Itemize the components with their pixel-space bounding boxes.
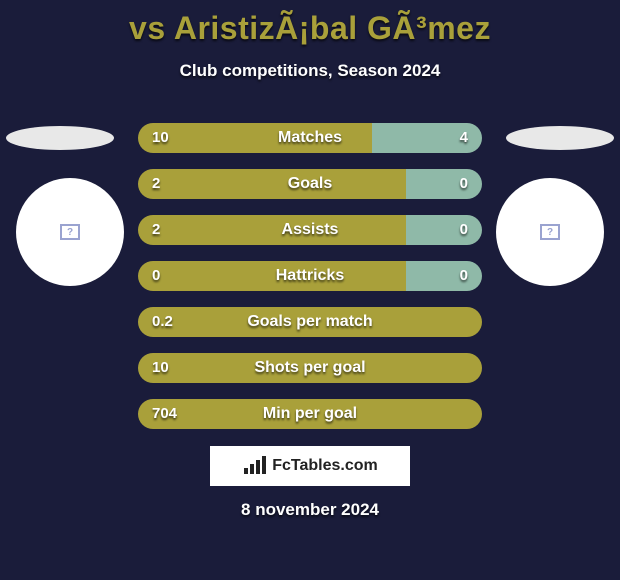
- stats-panel: Matches104Goals20Assists20Hattricks00Goa…: [138, 123, 482, 445]
- fctables-logo: FcTables.com: [210, 446, 410, 486]
- stat-row: Shots per goal10: [138, 353, 482, 383]
- stat-row: Matches10 4: [138, 123, 482, 153]
- stat-label: Goals: [138, 169, 482, 199]
- stat-value-left: 2: [152, 169, 160, 199]
- stat-label: Assists: [138, 215, 482, 245]
- stat-label: Goals per match: [138, 307, 482, 337]
- stat-value-left: 10: [152, 353, 169, 383]
- placeholder-question-icon: ?: [547, 227, 553, 238]
- decorative-ellipse-right: [506, 126, 614, 150]
- stat-value-left: 2: [152, 215, 160, 245]
- decorative-ellipse-left: [6, 126, 114, 150]
- page-subtitle: Club competitions, Season 2024: [0, 61, 620, 81]
- comparison-infographic: vs AristizÃ¡bal GÃ³mez Club competitions…: [0, 0, 620, 580]
- stat-label: Shots per goal: [138, 353, 482, 383]
- player-avatar-right: ?: [496, 178, 604, 286]
- stat-row: Hattricks0 0: [138, 261, 482, 291]
- stat-label: Hattricks: [138, 261, 482, 291]
- stat-value-right: 0: [460, 169, 468, 199]
- player-avatar-left: ?: [16, 178, 124, 286]
- stat-value-right: 0: [460, 215, 468, 245]
- stat-label: Matches: [138, 123, 482, 153]
- stat-value-left: 704: [152, 399, 177, 429]
- stat-row: Goals per match0.2: [138, 307, 482, 337]
- stat-value-right: 4: [460, 123, 468, 153]
- stat-value-right: 0: [460, 261, 468, 291]
- logo-text: FcTables.com: [272, 457, 378, 475]
- bar-chart-icon: [242, 456, 268, 476]
- stat-label: Min per goal: [138, 399, 482, 429]
- stat-row: Assists2 0: [138, 215, 482, 245]
- stat-row: Goals2 0: [138, 169, 482, 199]
- stat-row: Min per goal704: [138, 399, 482, 429]
- page-title: vs AristizÃ¡bal GÃ³mez: [0, 10, 620, 47]
- stat-value-left: 0.2: [152, 307, 173, 337]
- stat-value-left: 0: [152, 261, 160, 291]
- avatar-placeholder-icon: ?: [540, 224, 560, 240]
- infographic-date: 8 november 2024: [0, 500, 620, 520]
- placeholder-question-icon: ?: [67, 227, 73, 238]
- stat-value-left: 10: [152, 123, 169, 153]
- avatar-placeholder-icon: ?: [60, 224, 80, 240]
